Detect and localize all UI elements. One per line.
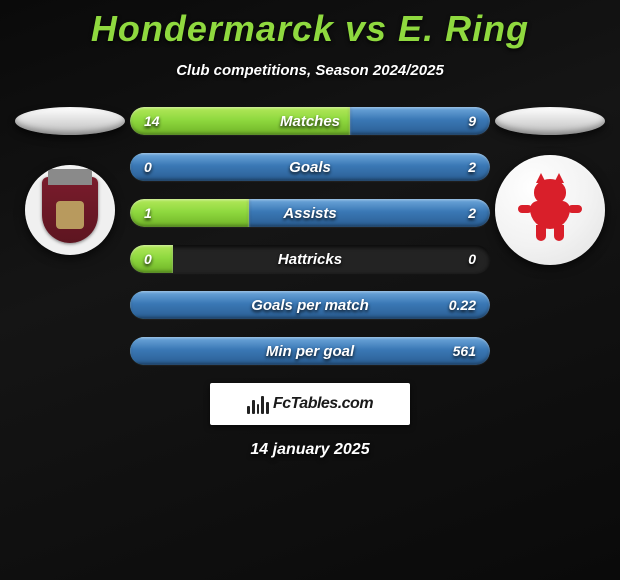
date-label: 14 january 2025 [0,441,620,459]
stat-row: 0Hattricks0 [130,245,490,273]
stat-label: Hattricks [130,245,490,273]
right-player-column [490,107,610,265]
left-club-crest [25,165,115,255]
stat-bars: 14Matches90Goals21Assists20Hattricks0Goa… [130,107,490,365]
player-silhouette-placeholder [495,107,605,135]
stat-label: Matches [130,107,490,135]
stat-label: Assists [130,199,490,227]
stat-row: 14Matches9 [130,107,490,135]
stat-label: Goals [130,153,490,181]
stat-label: Min per goal [130,337,490,365]
page-title: Hondermarck vs E. Ring [0,8,620,50]
left-player-column [10,107,130,255]
stat-row: Min per goal561 [130,337,490,365]
comparison-card: Hondermarck vs E. Ring Club competitions… [0,0,620,459]
right-value: 0 [468,245,476,273]
stat-row: 1Assists2 [130,199,490,227]
imp-icon [520,175,580,245]
right-value: 0.22 [449,291,476,319]
page-subtitle: Club competitions, Season 2024/2025 [0,62,620,79]
right-value: 2 [468,199,476,227]
right-value: 561 [453,337,476,365]
source-logo: FcTables.com [210,383,410,425]
stat-row: 0Goals2 [130,153,490,181]
bar-chart-icon [247,394,269,414]
logo-text: FcTables.com [273,395,373,413]
shield-icon [42,177,98,243]
right-value: 2 [468,153,476,181]
main-row: 14Matches90Goals21Assists20Hattricks0Goa… [0,107,620,365]
right-value: 9 [468,107,476,135]
right-club-crest [495,155,605,265]
stat-row: Goals per match0.22 [130,291,490,319]
stat-label: Goals per match [130,291,490,319]
player-silhouette-placeholder [15,107,125,135]
